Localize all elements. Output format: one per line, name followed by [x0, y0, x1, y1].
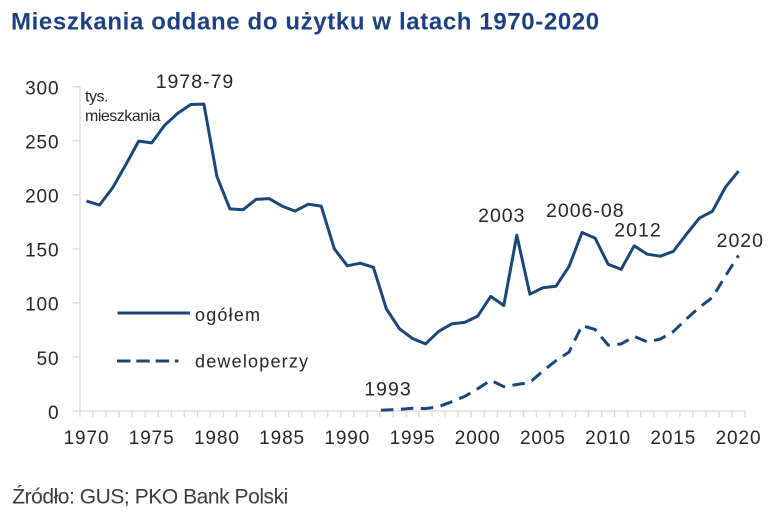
svg-text:250: 250 [25, 133, 59, 154]
svg-text:tys.: tys. [85, 89, 108, 106]
svg-text:1985: 1985 [259, 428, 305, 449]
svg-text:0: 0 [48, 403, 59, 424]
svg-text:2010: 2010 [585, 428, 631, 449]
svg-text:1993: 1993 [364, 379, 411, 401]
svg-text:2012: 2012 [614, 220, 661, 242]
svg-text:2003: 2003 [478, 205, 525, 227]
svg-text:2020: 2020 [716, 428, 762, 449]
svg-text:1990: 1990 [324, 428, 370, 449]
svg-text:2020: 2020 [717, 230, 764, 252]
svg-text:200: 200 [25, 187, 59, 208]
svg-text:2006-08: 2006-08 [546, 200, 625, 222]
svg-text:2015: 2015 [650, 428, 696, 449]
svg-text:100: 100 [25, 295, 59, 316]
svg-text:1980: 1980 [194, 428, 240, 449]
svg-text:1978-79: 1978-79 [156, 71, 235, 93]
svg-text:1975: 1975 [129, 428, 175, 449]
svg-text:Mieszkania oddane do użytku w: Mieszkania oddane do użytku w latach 197… [11, 9, 600, 36]
svg-text:Źródło: GUS; PKO Bank Polski: Źródło: GUS; PKO Bank Polski [12, 486, 288, 509]
svg-text:2000: 2000 [455, 428, 501, 449]
svg-text:mieszkania: mieszkania [85, 108, 161, 125]
svg-text:2005: 2005 [520, 428, 566, 449]
svg-text:150: 150 [25, 241, 59, 262]
svg-text:1995: 1995 [390, 428, 436, 449]
svg-text:ogółem: ogółem [195, 305, 261, 325]
svg-text:deweloperzy: deweloperzy [195, 352, 309, 372]
svg-text:50: 50 [37, 349, 60, 370]
svg-text:300: 300 [25, 79, 59, 100]
svg-text:1970: 1970 [64, 428, 110, 449]
